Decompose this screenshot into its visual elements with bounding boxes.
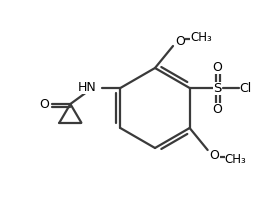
Text: O: O bbox=[39, 97, 49, 110]
Text: CH₃: CH₃ bbox=[225, 152, 247, 165]
Text: O: O bbox=[175, 35, 185, 48]
Text: CH₃: CH₃ bbox=[190, 31, 212, 44]
Text: O: O bbox=[213, 61, 223, 73]
Text: Cl: Cl bbox=[240, 81, 252, 95]
Text: S: S bbox=[214, 81, 222, 95]
Text: O: O bbox=[210, 148, 220, 161]
Text: HN: HN bbox=[78, 81, 96, 94]
Text: O: O bbox=[213, 103, 223, 116]
